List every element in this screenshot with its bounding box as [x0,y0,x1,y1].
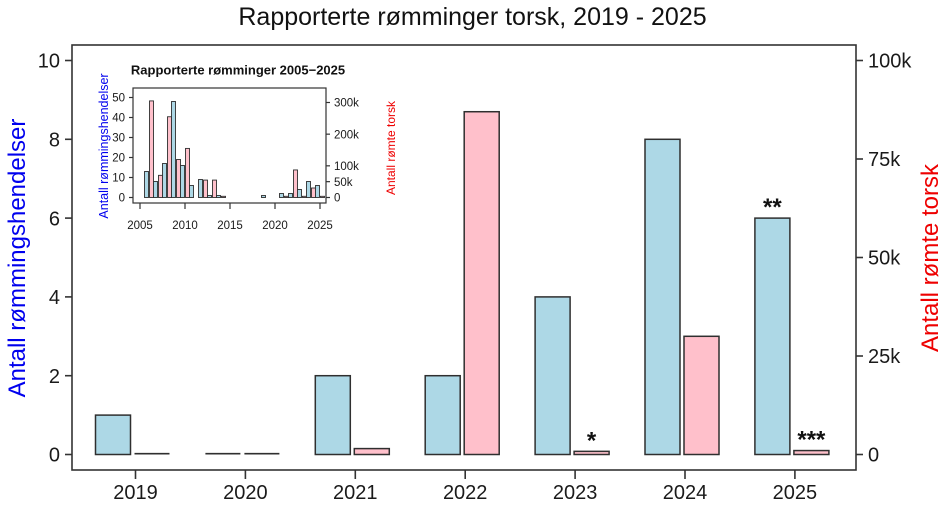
inset-bar-events-2008 [162,163,167,198]
main-bar-fish-2025 [793,449,830,456]
main-annotation: * [587,427,597,454]
inset-bar-fish-2025 [320,195,325,198]
inset-right-tick-label: 0 [334,193,340,205]
main-bar-events-2024 [644,138,681,456]
main-bar-events-2021 [314,374,352,456]
main-annotation: *** [797,427,826,454]
inset-x-tick-label: 2020 [262,220,288,232]
inset-bar-fish-2024 [311,187,316,198]
inset-bar-events-2011 [189,185,194,198]
inset-x-tick-label: 2015 [217,220,243,232]
inset-right-axis-label: Antall rømte torsk [384,100,398,196]
main-left-tick-label: 10 [38,51,60,73]
inset-left-tick-label: 10 [112,173,125,185]
inset-bar-fish-2014 [221,195,226,198]
main-bar-fish-2022 [463,110,500,456]
main-x-tick-label: 2023 [553,482,598,504]
inset-left-tick-label: 0 [119,193,125,205]
inset-left-tick-label: 20 [112,153,125,165]
inset-left-tick-label: 30 [112,133,125,145]
main-left-tick-label: 8 [49,130,60,152]
main-bar-events-2019 [94,414,132,456]
main-left-tick-label: 4 [49,287,60,309]
main-x-tick-label: 2020 [223,482,268,504]
inset-bar-fish-2008 [167,116,172,198]
main-left-tick-label: 2 [49,366,60,388]
inset-left-axis-label: Antall rømmingshendelser [97,73,111,219]
main-right-tick-label: 100k [868,51,912,73]
inset-bar-fish-2012 [203,179,208,198]
inset-bar-events-2006 [144,171,149,198]
main-bar-events-2023 [534,296,571,456]
inset-bar-fish-2009 [176,159,181,198]
main-left-tick-label: 6 [49,208,60,230]
inset-right-tick-label: 100k [334,161,359,173]
main-x-tick-label: 2025 [773,482,818,504]
inset-bar-events-2012 [198,179,203,198]
main-right-tick-label: 50k [868,248,901,270]
main-bar-fish-2024 [683,335,720,456]
inset-bar-fish-2022 [293,169,298,198]
main-right-tick-label: 0 [868,445,879,467]
main-x-tick-label: 2022 [443,482,488,504]
inset-left-tick-label: 50 [112,93,125,105]
main-right-axis-label: Antall rømte torsk [917,163,944,353]
inset-bar-fish-2006 [149,100,154,198]
inset-bar-events-2023 [297,189,302,198]
inset-bar-fish-2023 [302,195,307,198]
main-x-tick-label: 2019 [113,482,158,504]
inset-bar-events-2007 [153,181,158,198]
main-left-axis-label: Antall rømmingshendelser [4,118,31,398]
inset-bar-events-2024 [306,181,311,198]
inset-bar-fish-2007 [158,174,163,198]
inset-x-tick-label: 2025 [307,220,333,232]
inset-bar-events-2013 [207,195,212,198]
inset-bar-events-2019 [261,195,266,198]
inset-bar-fish-2010 [185,147,190,198]
inset-bar-fish-2021 [284,195,289,198]
main-bar-fish-2021 [353,447,391,456]
main-left-tick-label: 0 [49,445,60,467]
main-x-tick-label: 2024 [663,482,708,504]
main-annotation: ** [763,194,782,221]
inset-left-tick-label: 40 [112,113,125,125]
inset-x-tick-label: 2005 [127,220,153,232]
main-bar-fish-2023 [573,450,610,456]
inset-bar-events-2010 [180,165,185,198]
main-right-tick-label: 75k [868,149,901,171]
inset-bar-events-2021 [279,193,284,198]
inset-right-tick-label: 50k [334,177,353,189]
inset-bar-events-2022 [288,193,293,198]
inset-chart-title: Rapporterte rømminger 2005−2025 [130,62,346,78]
main-bar-events-2025 [754,217,791,456]
main-right-tick-label: 25k [868,346,901,368]
inset-bar-events-2009 [171,101,176,198]
inset-right-tick-label: 200k [334,129,359,141]
main-bar-events-2022 [424,374,461,456]
main-x-tick-label: 2021 [333,482,378,504]
inset-bar-fish-2013 [212,179,217,198]
inset-right-tick-label: 300k [334,98,359,110]
inset-bar-events-2014 [216,195,221,198]
inset-bar-events-2025 [315,185,320,198]
inset-x-tick-label: 2010 [172,220,198,232]
chart-title: Rapporterte rømminger torsk, 2019 - 2025 [238,3,707,31]
